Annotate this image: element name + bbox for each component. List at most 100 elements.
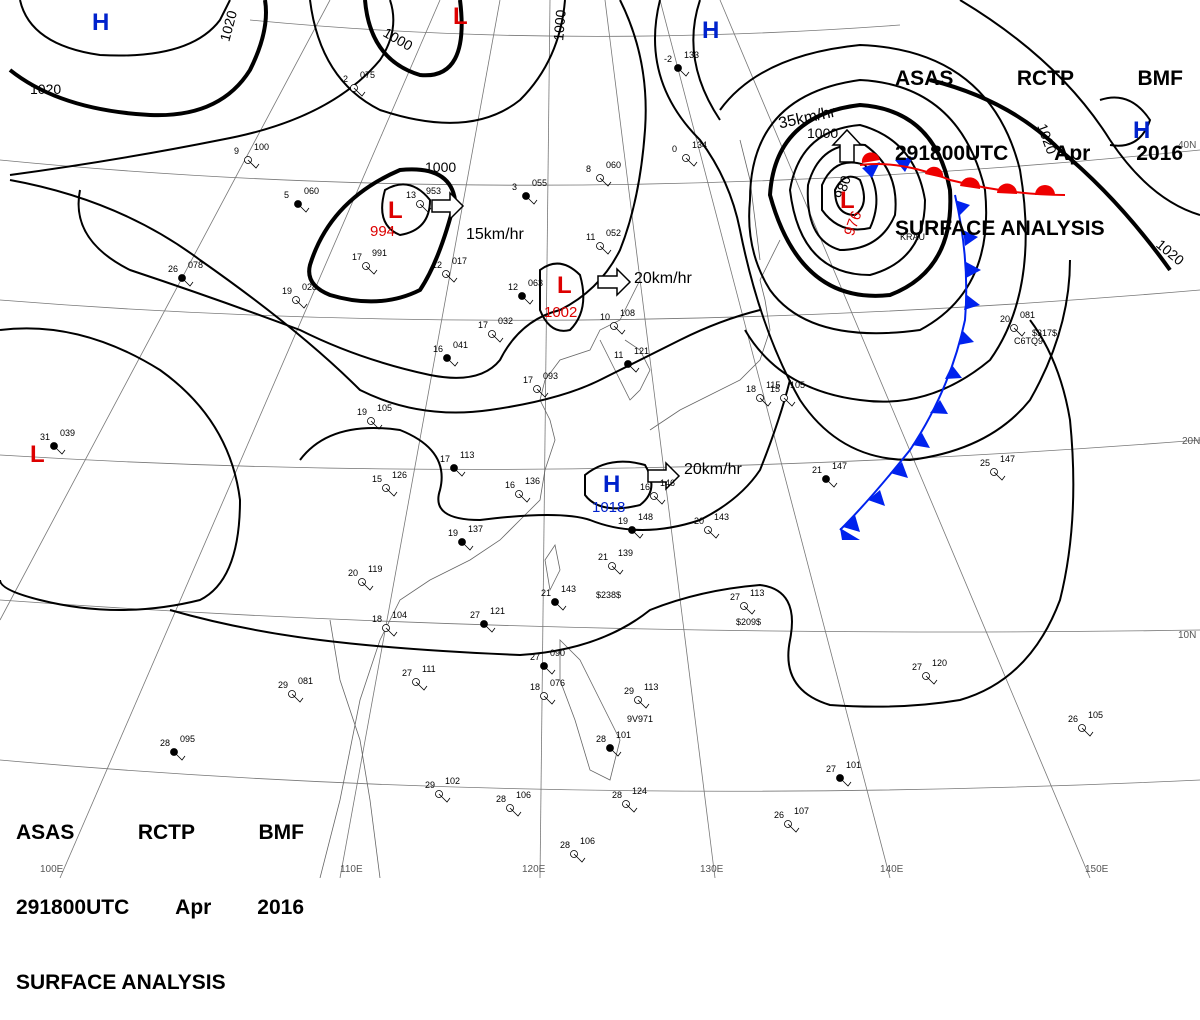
- coast-taiwan: [544, 543, 561, 592]
- high-center-ne: H: [1133, 117, 1150, 144]
- station-plot: 31 039: [40, 428, 75, 455]
- wind-barb-icon: [611, 565, 624, 575]
- station-pressure: 143: [561, 584, 576, 594]
- latitude-line-20n: [0, 439, 1200, 470]
- isobar-1002-low: [539, 262, 585, 332]
- station-plot: 16 041: [433, 340, 468, 367]
- wind-barb-icon: [685, 157, 698, 167]
- station-pressure: 113: [460, 450, 474, 460]
- station-pressure: 119: [368, 564, 382, 574]
- cold-front-pip: [912, 433, 930, 448]
- station-plot: 8 060: [586, 160, 621, 187]
- station-pressure: 121: [634, 346, 649, 356]
- motion-label-1002: 20km/hr: [634, 270, 692, 287]
- wind-barb-icon: [536, 388, 549, 398]
- lon-label-110e: 110E: [340, 864, 363, 875]
- station-pressure: 017: [452, 256, 467, 266]
- isobar-midlat: [9, 179, 761, 414]
- station-plot: 27 111: [402, 664, 436, 691]
- station-plot: 13 953: [406, 186, 441, 213]
- wind-barb-icon: [173, 751, 186, 761]
- warm-front-half-circle: [861, 152, 880, 163]
- cold-front-pip: [840, 528, 860, 540]
- meridian-140e: [659, 0, 891, 878]
- wind-barb-icon: [297, 203, 310, 213]
- wind-barb-icon: [521, 295, 534, 305]
- isobar-976-ring4: [788, 123, 927, 277]
- station-plot: 19 137: [448, 524, 483, 551]
- station-temperature: 18: [530, 682, 540, 692]
- latitude-line-10n: [0, 599, 1200, 633]
- isobar-cyclone-ring7: [719, 43, 1027, 403]
- station-temperature: 27: [530, 652, 540, 662]
- station-temperature: 27: [912, 662, 922, 672]
- station-plot: -2 075: [340, 70, 375, 97]
- station-plot: 17 093: [523, 371, 558, 398]
- high-centers: H H H H 1018: [92, 9, 1150, 516]
- station-temperature: 29: [278, 680, 288, 690]
- wind-barb-icon: [53, 445, 66, 455]
- isobar-label: 1020: [217, 9, 241, 43]
- station-plot: 5 060: [284, 186, 319, 213]
- meridian-130e: [604, 0, 716, 878]
- wind-barb-icon: [613, 325, 626, 335]
- high-center-nw: H: [92, 9, 109, 36]
- station-code: 9V971: [627, 714, 653, 724]
- station-temperature: 8: [586, 164, 591, 174]
- wind-barb-icon: [483, 623, 496, 633]
- station-temperature: 16: [640, 482, 650, 492]
- latitude-line-30n: [0, 289, 1200, 321]
- header-title: SURFACE ANALYSIS: [895, 217, 1105, 240]
- meridian-110e: [339, 0, 501, 878]
- coast-korea: [599, 339, 651, 401]
- low-pressure-1002: 1002: [544, 304, 577, 321]
- station-pressure: 146: [660, 478, 675, 488]
- station-plot: 18 104: [372, 610, 407, 637]
- station-plot: 11 121: [614, 346, 649, 373]
- latitude-line-50n: [249, 19, 901, 37]
- lat-label-40n: 40N: [1178, 140, 1196, 151]
- isobar-1018-high: [584, 460, 653, 510]
- station-pressure: 143: [714, 512, 729, 522]
- station-plot: 27 090: [530, 648, 565, 675]
- station-pressure: 136: [525, 476, 540, 486]
- warm-front-half-circle: [997, 183, 1018, 194]
- header-year: 2016: [1136, 142, 1183, 165]
- isobar-label: 1000: [807, 125, 838, 141]
- station-plot: 27 121: [470, 606, 505, 633]
- station-temperature: 12: [432, 260, 442, 270]
- warm-front-half-circle: [960, 177, 981, 189]
- wind-barb-icon: [445, 273, 458, 283]
- wind-barb-icon: [295, 299, 308, 309]
- fronts: [839, 152, 1066, 540]
- wind-barb-icon: [385, 487, 398, 497]
- station-pressure: 120: [932, 658, 947, 668]
- station-pressure: 081: [298, 676, 313, 686]
- station-temperature: 28: [160, 738, 170, 748]
- meridian-90e: [0, 0, 331, 621]
- station-plot: 27 113: [730, 588, 764, 615]
- station-pressure: 991: [372, 248, 387, 258]
- station-temperature: 0: [672, 144, 677, 154]
- station-plot: 16 146: [640, 478, 675, 505]
- low-pressure-994: 994: [370, 223, 395, 240]
- station-plot: -2 133: [664, 50, 699, 77]
- station-pressure: 081: [1020, 310, 1035, 320]
- station-pressure: 105: [1088, 710, 1103, 720]
- cold-front-pip: [930, 400, 948, 414]
- station-temperature: 27: [402, 668, 412, 678]
- coast-philippines: [559, 639, 621, 781]
- motion-arrow-976: [831, 128, 863, 163]
- station-plot: 27 101: [826, 760, 861, 787]
- isobar-cyclone-ring8: [692, 0, 721, 121]
- motion-arrows: [431, 128, 863, 491]
- wind-barb-icon: [609, 747, 622, 757]
- station-plot: 16 136: [505, 476, 540, 503]
- station-temperature: 27: [470, 610, 480, 620]
- station-plot: 25 147: [980, 454, 1015, 481]
- wind-barb-icon: [825, 478, 838, 488]
- isobar-label: 1000: [425, 159, 456, 175]
- station-temperature: 27: [826, 764, 836, 774]
- wind-barb-icon: [438, 793, 451, 803]
- station-pressure: 106: [516, 790, 531, 800]
